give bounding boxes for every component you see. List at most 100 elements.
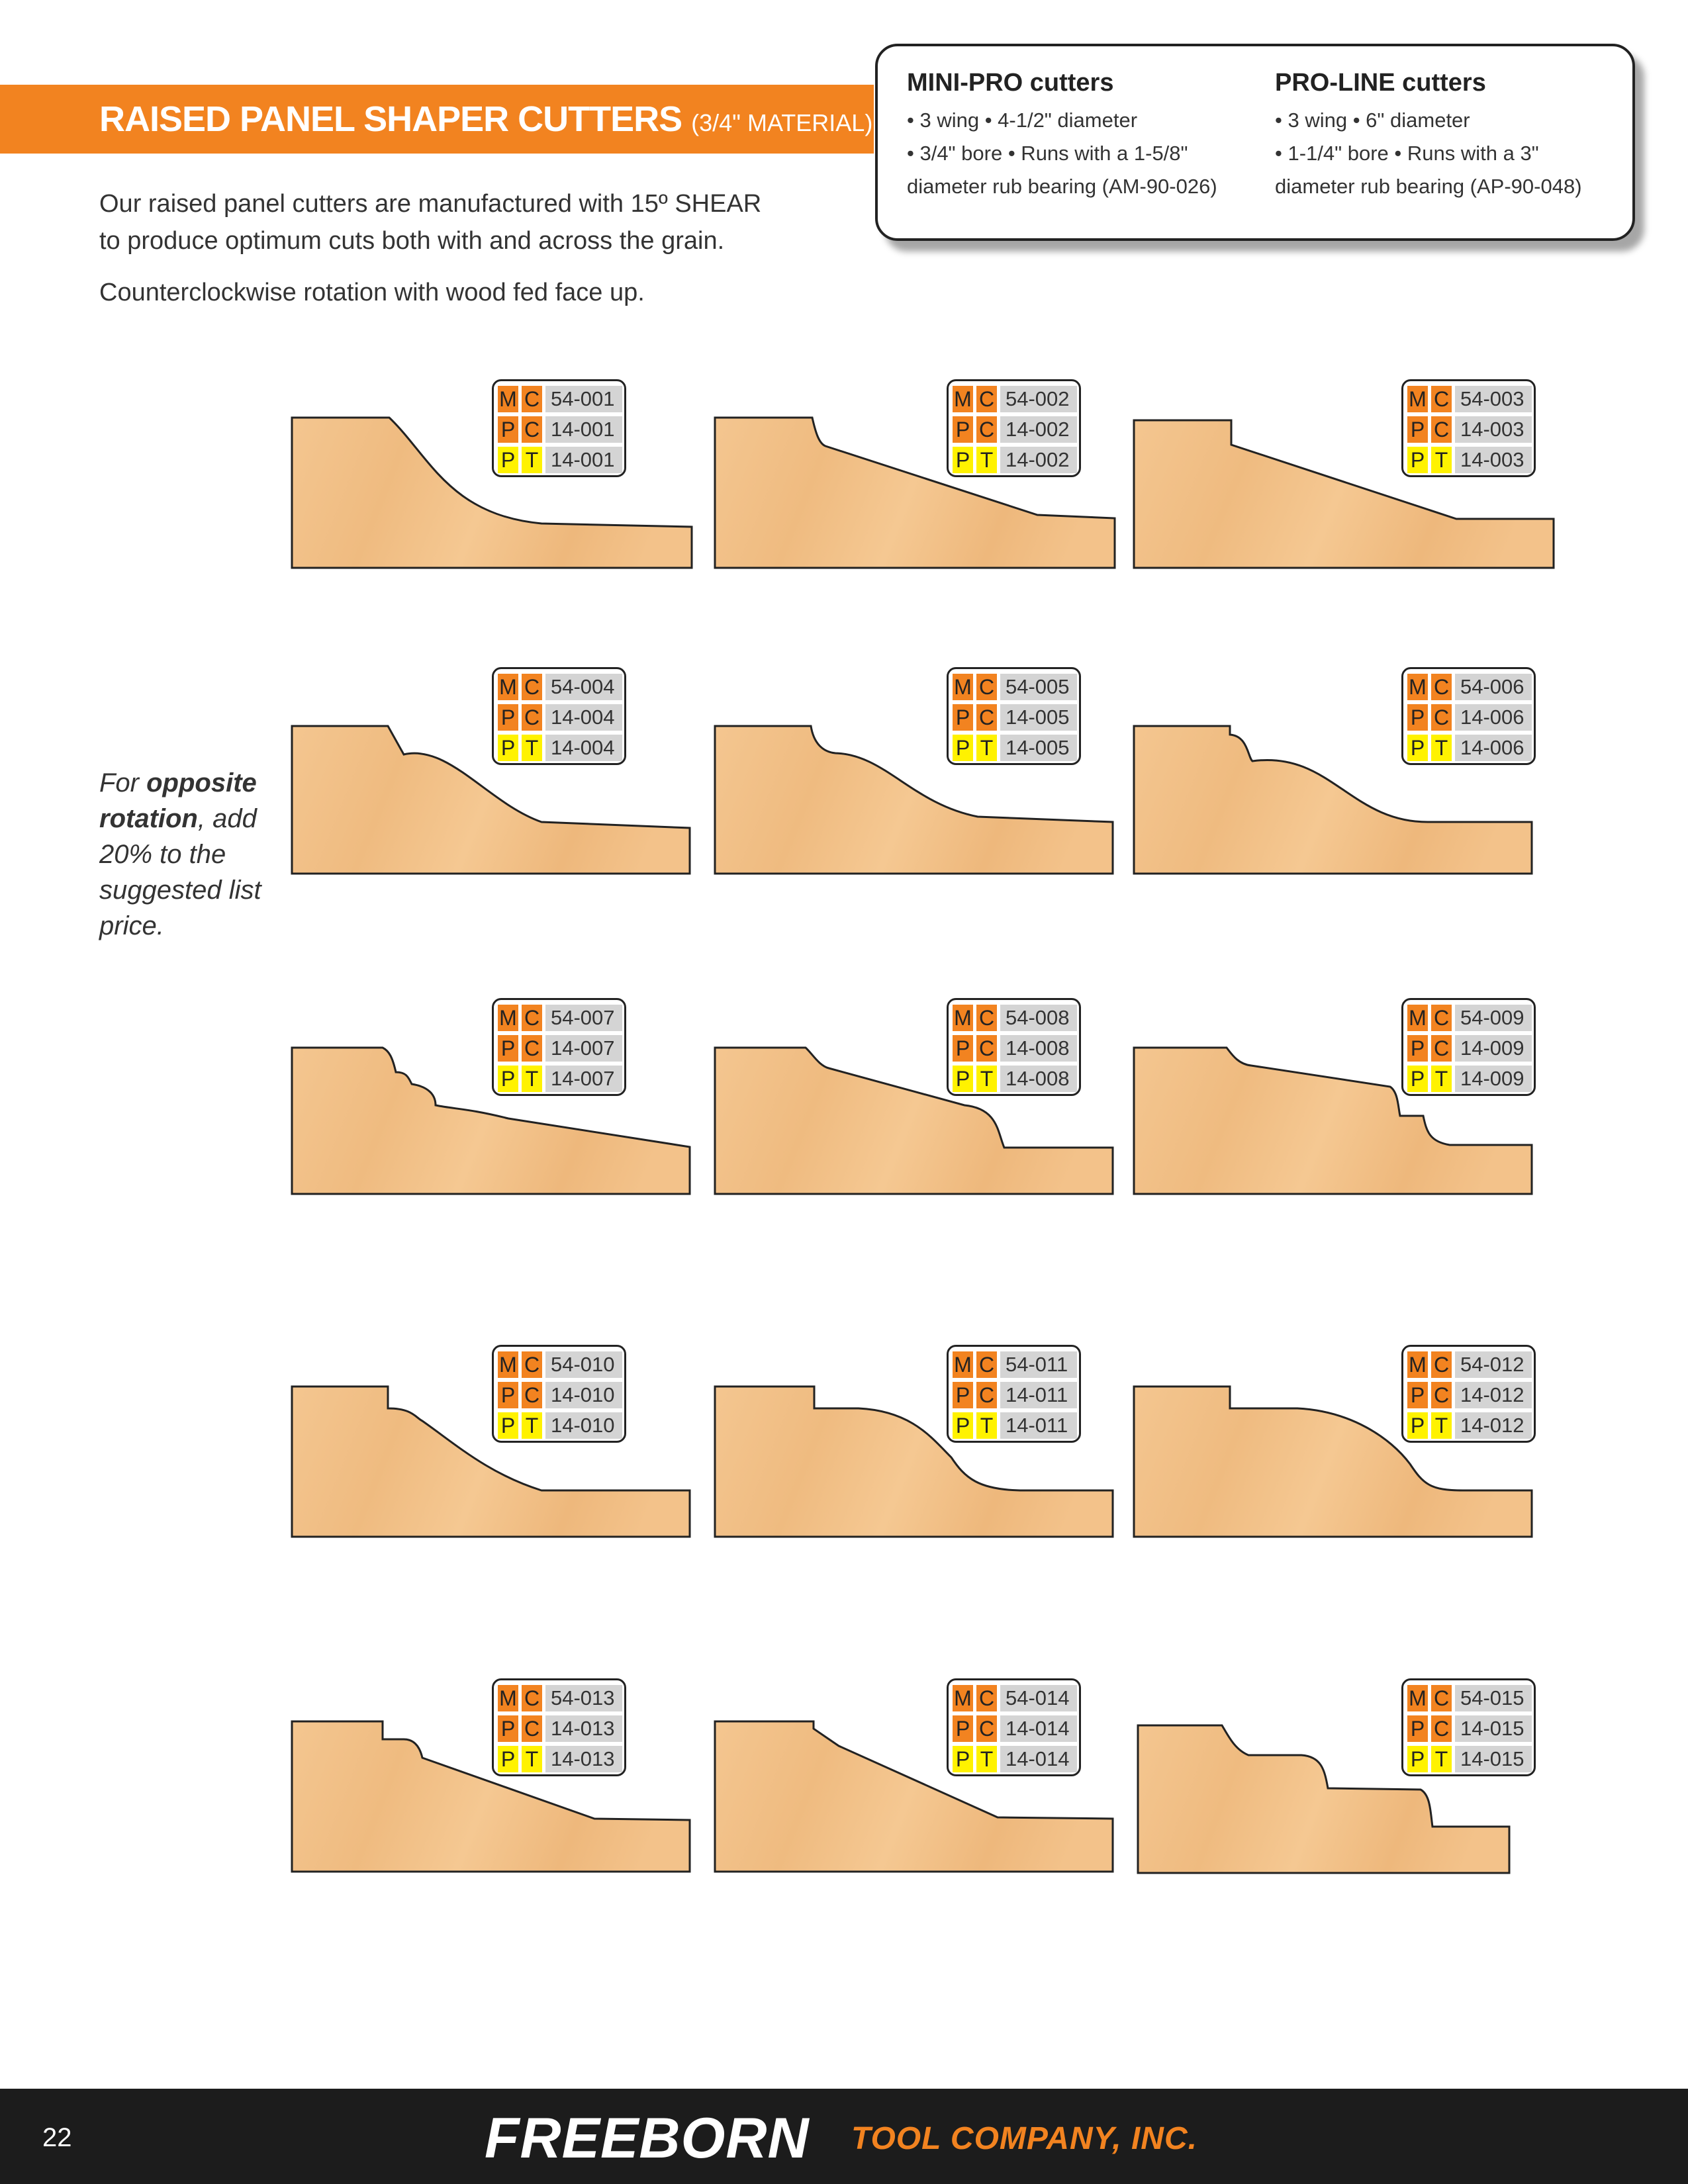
letter-m: M <box>1407 1685 1428 1711</box>
pt-row: P T 14-009 <box>1407 1064 1534 1093</box>
letter-p: P <box>1407 416 1428 443</box>
pt-code: 14-008 <box>1000 1066 1077 1092</box>
cutter-profile-54-001 <box>290 416 694 572</box>
cutter-profile-54-008 <box>713 1046 1117 1198</box>
pt-code: 14-012 <box>1455 1412 1532 1439</box>
brand-company-text: TOOL COMPANY, INC. <box>851 2121 1197 2156</box>
letter-c: C <box>976 386 997 412</box>
letter-m: M <box>498 386 518 412</box>
pt-code: 14-015 <box>1455 1746 1532 1772</box>
pro-line-code: 14-007 <box>545 1035 622 1062</box>
pt-row: P T 14-013 <box>498 1745 624 1774</box>
code-tag-54-010: M C 54-010 P C 14-010 P T 14-010 <box>492 1345 626 1443</box>
pc-row: P C 14-007 <box>498 1034 624 1063</box>
code-tag-54-003: M C 54-003 P C 14-003 P T 14-003 <box>1401 379 1536 477</box>
cutter-profile-54-009 <box>1132 1046 1536 1198</box>
mini-pro-line-2: • 3/4" bore • Runs with a 1-5/8" <box>907 142 1188 165</box>
cutter-profile-54-012 <box>1132 1385 1536 1541</box>
cutter-profile-54-003 <box>1132 418 1556 574</box>
mini-pro-column: MINI-PRO cutters • 3 wing • 4-1/2" diame… <box>907 69 1264 203</box>
letter-m: M <box>498 1351 518 1378</box>
mc-row: M C 54-013 <box>498 1684 624 1713</box>
letter-c: C <box>522 1382 542 1408</box>
cutter-profile-54-005 <box>713 724 1117 878</box>
code-tag-54-007: M C 54-007 P C 14-007 P T 14-007 <box>492 998 626 1096</box>
letter-p: P <box>1407 735 1428 761</box>
letter-c: C <box>976 416 997 443</box>
mc-row: M C 54-002 <box>953 385 1079 414</box>
letter-c: C <box>976 1715 997 1742</box>
mc-row: M C 54-012 <box>1407 1350 1534 1379</box>
letter-p: P <box>953 447 973 473</box>
letter-p: P <box>1407 1035 1428 1062</box>
title-main: RAISED PANEL SHAPER CUTTERS <box>99 99 682 139</box>
letter-p: P <box>953 1382 973 1408</box>
mini-pro-code: 54-010 <box>545 1351 622 1378</box>
pro-line-code: 14-009 <box>1455 1035 1532 1062</box>
pt-code: 14-009 <box>1455 1066 1532 1092</box>
letter-t: T <box>522 1412 542 1439</box>
letter-c: C <box>522 416 542 443</box>
letter-c: C <box>1431 1382 1452 1408</box>
pt-row: P T 14-011 <box>953 1411 1079 1440</box>
letter-p: P <box>498 1715 518 1742</box>
pro-line-code: 14-013 <box>545 1715 622 1742</box>
code-tag-54-002: M C 54-002 P C 14-002 P T 14-002 <box>947 379 1081 477</box>
pt-row: P T 14-001 <box>498 445 624 475</box>
code-tag-54-001: M C 54-001 P C 14-001 P T 14-001 <box>492 379 626 477</box>
pro-line-line-1: • 3 wing • 6" diameter <box>1275 109 1470 132</box>
pt-row: P T 14-002 <box>953 445 1079 475</box>
mini-pro-code: 54-011 <box>1000 1351 1077 1378</box>
opposite-rotation-note: For opposite rotation, add 20% to the su… <box>99 765 291 944</box>
mini-pro-code: 54-005 <box>1000 674 1077 700</box>
pc-row: P C 14-008 <box>953 1034 1079 1063</box>
pt-row: P T 14-005 <box>953 733 1079 762</box>
pro-line-column: PRO-LINE cutters • 3 wing • 6" diameter … <box>1275 69 1632 203</box>
cutter-profile-54-011 <box>713 1385 1117 1541</box>
letter-m: M <box>498 674 518 700</box>
letter-c: C <box>976 1685 997 1711</box>
letter-c: C <box>1431 674 1452 700</box>
mc-row: M C 54-014 <box>953 1684 1079 1713</box>
pt-code: 14-013 <box>545 1746 622 1772</box>
letter-m: M <box>953 1685 973 1711</box>
letter-p: P <box>498 735 518 761</box>
letter-c: C <box>1431 386 1452 412</box>
letter-t: T <box>522 1746 542 1772</box>
cutter-profile-54-006 <box>1132 724 1536 878</box>
letter-t: T <box>522 1066 542 1092</box>
letter-m: M <box>953 386 973 412</box>
pt-row: P T 14-012 <box>1407 1411 1534 1440</box>
pt-row: P T 14-008 <box>953 1064 1079 1093</box>
pt-code: 14-014 <box>1000 1746 1077 1772</box>
pt-code: 14-011 <box>1000 1412 1077 1439</box>
letter-c: C <box>1431 1351 1452 1378</box>
mini-pro-title: MINI-PRO cutters <box>907 69 1114 97</box>
letter-t: T <box>976 735 997 761</box>
mc-row: M C 54-001 <box>498 385 624 414</box>
title-subtitle: (3/4" MATERIAL) <box>691 109 873 136</box>
pro-line-code: 14-015 <box>1455 1715 1532 1742</box>
mc-row: M C 54-003 <box>1407 385 1534 414</box>
code-tag-54-013: M C 54-013 P C 14-013 P T 14-013 <box>492 1678 626 1776</box>
mc-row: M C 54-008 <box>953 1003 1079 1032</box>
letter-p: P <box>498 416 518 443</box>
letter-p: P <box>498 1412 518 1439</box>
pt-code: 14-002 <box>1000 447 1077 473</box>
code-tag-54-014: M C 54-014 P C 14-014 P T 14-014 <box>947 1678 1081 1776</box>
cutter-series-callout: MINI-PRO cutters • 3 wing • 4-1/2" diame… <box>875 44 1635 241</box>
note-text-2: , add 20% to the suggested list price. <box>99 804 261 940</box>
code-tag-54-009: M C 54-009 P C 14-009 P T 14-009 <box>1401 998 1536 1096</box>
code-tag-54-011: M C 54-011 P C 14-011 P T 14-011 <box>947 1345 1081 1443</box>
letter-p: P <box>498 1746 518 1772</box>
note-text-1: For <box>99 768 147 797</box>
cutter-profile-54-007 <box>290 1046 694 1198</box>
pro-line-code: 14-006 <box>1455 704 1532 731</box>
pt-code: 14-007 <box>545 1066 622 1092</box>
letter-c: C <box>522 1035 542 1062</box>
pt-code: 14-006 <box>1455 735 1532 761</box>
letter-c: C <box>976 674 997 700</box>
intro-line-2: to produce optimum cuts both with and ac… <box>99 227 725 255</box>
letter-c: C <box>522 1685 542 1711</box>
letter-t: T <box>522 447 542 473</box>
